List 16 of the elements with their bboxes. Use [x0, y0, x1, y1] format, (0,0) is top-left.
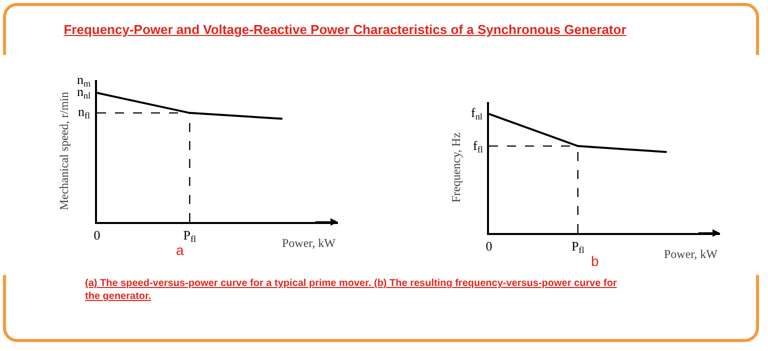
- text: (a) The speed-versus-power curve for a typical prime mover. (b) The resulting frequency-versus-power curve for the generator.: [85, 277, 618, 303]
- text: a: [176, 242, 184, 258]
- ref-line-label: n$_{fl}$: [78, 104, 91, 121]
- ref-line-label: f$_{fl}$: [473, 138, 484, 155]
- annotation: f$_{nl}$: [471, 105, 483, 122]
- x-tick-label: P$_{fl}$: [571, 238, 585, 256]
- x-tick-label: P$_{fl}$: [183, 227, 197, 244]
- y-axis-title: Frequency, Hz: [449, 132, 464, 202]
- text: n$_{m}$: [77, 72, 91, 89]
- y-axis-title: Mechanical speed, r/min: [57, 92, 72, 210]
- x-tick-label: 0: [486, 238, 492, 254]
- x-axis-title: Power, kW: [282, 236, 336, 250]
- x-tick-label: 0: [94, 227, 100, 242]
- text: b: [591, 253, 599, 269]
- chart-title: Frequency-Power and Voltage-Reactive Power Characteristics of a Synchronous Generator: [62, 22, 628, 37]
- x-axis-title: Power, kW: [664, 247, 718, 261]
